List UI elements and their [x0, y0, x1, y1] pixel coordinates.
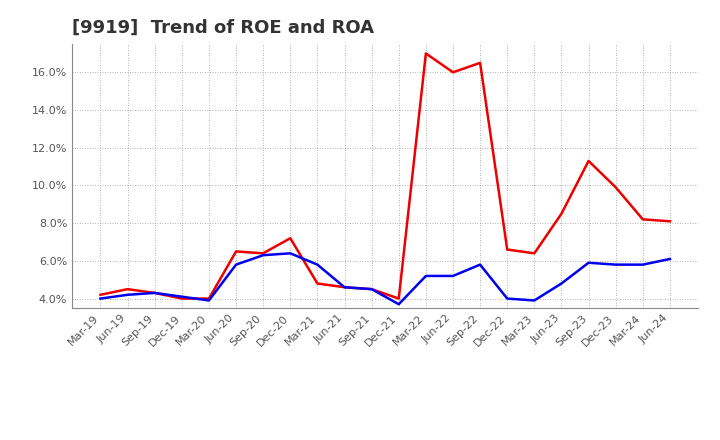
ROE	[313, 281, 322, 286]
ROE	[503, 247, 511, 252]
ROE	[639, 217, 647, 222]
ROA	[341, 285, 349, 290]
ROE	[123, 286, 132, 292]
ROE	[557, 211, 566, 216]
ROA	[395, 301, 403, 307]
ROE	[584, 158, 593, 164]
ROE	[449, 70, 457, 75]
Line: ROE: ROE	[101, 53, 670, 299]
ROA	[123, 292, 132, 297]
ROA	[96, 296, 105, 301]
ROE	[611, 185, 620, 190]
ROA	[449, 273, 457, 279]
ROA	[286, 251, 294, 256]
ROE	[259, 251, 268, 256]
ROE	[341, 285, 349, 290]
ROE	[665, 219, 674, 224]
ROA	[557, 281, 566, 286]
ROE	[150, 290, 159, 296]
ROA	[530, 298, 539, 303]
Line: ROA: ROA	[101, 253, 670, 304]
ROE	[178, 296, 186, 301]
ROE	[286, 235, 294, 241]
Text: [9919]  Trend of ROE and ROA: [9919] Trend of ROE and ROA	[72, 19, 374, 37]
ROA	[204, 298, 213, 303]
ROA	[232, 262, 240, 267]
ROA	[150, 290, 159, 296]
ROA	[503, 296, 511, 301]
ROE	[421, 51, 430, 56]
ROA	[367, 286, 376, 292]
ROE	[367, 286, 376, 292]
ROA	[178, 294, 186, 299]
ROA	[639, 262, 647, 267]
ROE	[476, 60, 485, 66]
ROA	[665, 257, 674, 262]
ROA	[584, 260, 593, 265]
ROE	[530, 251, 539, 256]
ROE	[232, 249, 240, 254]
ROE	[204, 296, 213, 301]
ROA	[476, 262, 485, 267]
ROA	[421, 273, 430, 279]
ROE	[96, 292, 105, 297]
ROA	[259, 253, 268, 258]
ROA	[313, 262, 322, 267]
ROA	[611, 262, 620, 267]
ROE	[395, 296, 403, 301]
